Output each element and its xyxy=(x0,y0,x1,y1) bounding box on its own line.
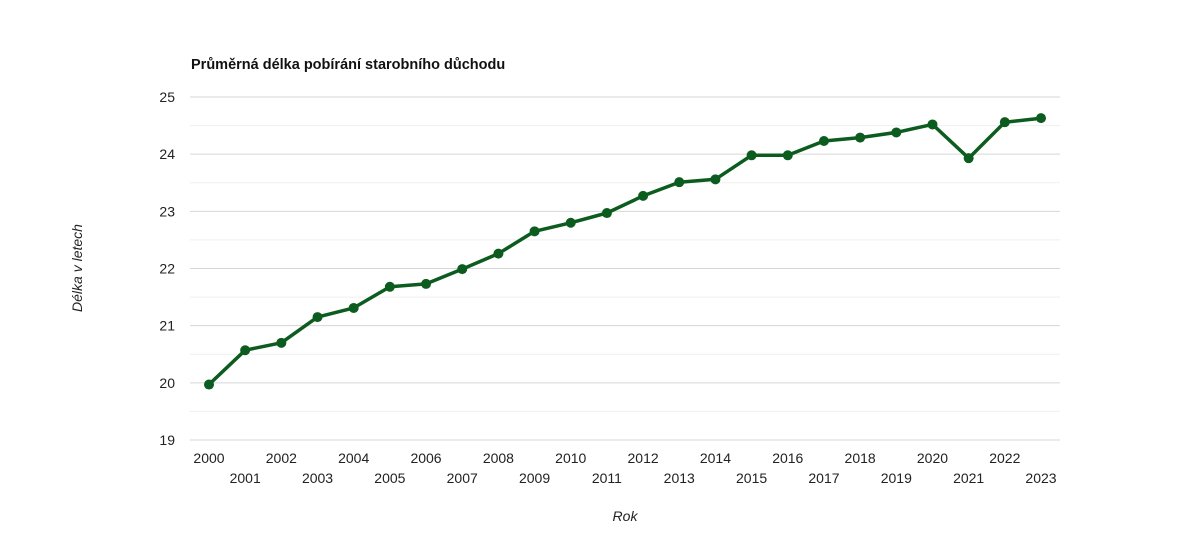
data-point xyxy=(782,150,793,161)
x-axis-label: Rok xyxy=(613,508,639,524)
x-tick-label: 2000 xyxy=(193,450,224,466)
x-tick-label: 2018 xyxy=(845,450,876,466)
gridlines xyxy=(190,96,1060,441)
data-point xyxy=(204,379,214,390)
x-tick-label: 2023 xyxy=(1025,470,1056,486)
data-point xyxy=(927,119,938,130)
data-point xyxy=(565,217,576,228)
x-tick-label: 2007 xyxy=(447,470,478,486)
data-point xyxy=(240,345,251,356)
y-tick-label: 24 xyxy=(159,146,175,162)
x-tick-label: 2003 xyxy=(302,470,333,486)
x-tick-label: 2020 xyxy=(917,450,948,466)
data-point xyxy=(746,150,757,161)
x-tick-label: 2005 xyxy=(374,470,405,486)
y-tick-label: 20 xyxy=(159,375,175,391)
x-tick-label: 2006 xyxy=(410,450,441,466)
data-point xyxy=(1036,113,1046,124)
y-tick-label: 19 xyxy=(159,432,175,448)
x-tick-label: 2014 xyxy=(700,450,731,466)
data-point xyxy=(312,312,323,323)
data-point xyxy=(638,190,649,201)
x-tick-label: 2010 xyxy=(555,450,586,466)
data-point xyxy=(601,208,612,219)
x-tick-label: 2001 xyxy=(230,470,261,486)
x-tick-label: 2013 xyxy=(664,470,695,486)
x-tick-label: 2017 xyxy=(808,470,839,486)
x-tick-label: 2011 xyxy=(592,470,622,486)
x-tick-label: 2012 xyxy=(628,450,659,466)
y-tick-label: 22 xyxy=(159,261,175,277)
x-tick-label: 2016 xyxy=(772,450,803,466)
x-tick-label: 2002 xyxy=(266,450,297,466)
y-tick-label: 21 xyxy=(159,318,175,334)
data-point xyxy=(384,281,395,292)
data-point xyxy=(457,264,468,275)
x-tick-label: 2004 xyxy=(338,450,369,466)
y-tick-label: 25 xyxy=(159,89,175,105)
y-tick-label: 23 xyxy=(159,203,175,219)
x-tick-label: 2022 xyxy=(989,450,1020,466)
x-axis-ticks: 2000 2001 2002 2003 2004 2005 2006 2007 2008 2009… xyxy=(193,450,1056,486)
data-point xyxy=(348,302,359,313)
data-point xyxy=(276,337,287,348)
x-tick-label: 2009 xyxy=(519,470,550,486)
x-tick-label: 2015 xyxy=(736,470,767,486)
data-point xyxy=(818,136,829,147)
data-point xyxy=(529,226,540,237)
data-point xyxy=(421,278,432,289)
x-tick-label: 2021 xyxy=(953,470,984,486)
data-point xyxy=(999,117,1010,128)
series-group xyxy=(204,113,1046,390)
x-tick-label: 2008 xyxy=(483,450,514,466)
data-point xyxy=(891,127,902,138)
data-point xyxy=(855,132,866,143)
chart-title: Průměrná délka pobírání starobního důcho… xyxy=(191,57,505,73)
data-point xyxy=(710,174,721,185)
series-line xyxy=(207,116,1043,387)
data-point xyxy=(674,177,685,188)
data-point xyxy=(963,153,974,164)
y-axis-label: Délka v letech xyxy=(69,224,85,312)
x-tick-label: 2019 xyxy=(881,470,912,486)
y-axis-ticks: 19 20 21 22 23 24 25 xyxy=(159,89,175,448)
data-point xyxy=(493,248,504,259)
